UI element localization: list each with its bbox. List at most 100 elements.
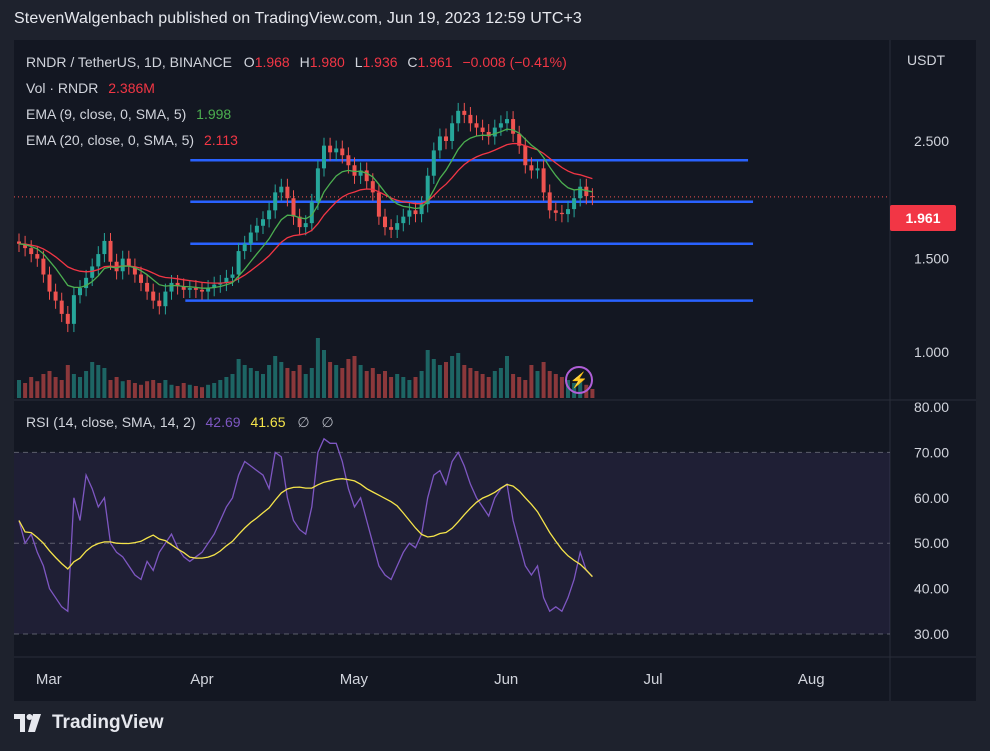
- candle: [230, 274, 235, 278]
- volume-bar: [108, 380, 113, 398]
- volume-bar: [444, 362, 448, 398]
- legend-ema9-value: 1.998: [196, 106, 232, 122]
- candle: [486, 131, 491, 137]
- candle: [279, 186, 284, 193]
- candle: [90, 266, 95, 278]
- candle: [419, 204, 424, 215]
- volume-bar: [559, 377, 564, 398]
- volume-bar: [395, 374, 400, 398]
- candle: [498, 123, 503, 128]
- volume-bar: [84, 371, 89, 398]
- candle: [358, 170, 363, 176]
- candle: [572, 198, 577, 210]
- candle: [578, 186, 583, 199]
- legend-o-label: O: [243, 54, 255, 70]
- volume-bar: [187, 384, 192, 398]
- candle: [65, 313, 70, 324]
- volume-bar: [230, 374, 235, 398]
- ema9-line: [18, 128, 593, 289]
- candle: [108, 240, 113, 262]
- candle: [505, 119, 509, 124]
- legend-ema20-row[interactable]: EMA (20, close, 0, SMA, 5) 2.113: [26, 132, 238, 148]
- legend-c-label: C: [407, 54, 418, 70]
- candle: [559, 212, 564, 215]
- volume-bar: [212, 383, 217, 398]
- volume-bar: [114, 377, 119, 398]
- candle: [102, 240, 107, 255]
- volume-bar: [450, 356, 455, 398]
- candle: [535, 168, 540, 171]
- price-tick-label: 1.000: [914, 344, 949, 360]
- candle: [187, 288, 192, 290]
- chart-frame[interactable]: 2.500 1.500 1.000 80.00 70.00 60.00 50.00 40.00…: [14, 40, 976, 701]
- footer-brand[interactable]: TradingView: [14, 712, 164, 734]
- volume-bar: [71, 374, 76, 398]
- candle: [370, 181, 375, 193]
- legend-rsi-row[interactable]: RSI (14, close, SMA, 14, 2) 42.69 41.65 …: [26, 414, 334, 431]
- volume-bar: [78, 377, 82, 398]
- candle: [517, 133, 522, 146]
- time-tick-label: May: [340, 671, 369, 688]
- volume-bar: [53, 377, 58, 398]
- legend-l-value: 1.936: [362, 54, 398, 70]
- volume-bar: [169, 384, 174, 398]
- candle: [200, 289, 204, 292]
- time-tick-label: Aug: [798, 671, 825, 688]
- candle: [529, 165, 534, 171]
- volume-bar: [279, 362, 284, 398]
- candle: [285, 186, 290, 199]
- volume-bar: [285, 368, 290, 398]
- volume-bar: [193, 386, 198, 398]
- candle: [303, 223, 308, 228]
- volume-bar: [254, 371, 259, 398]
- volume-bar: [139, 384, 143, 398]
- candle: [267, 210, 272, 220]
- volume-bar: [242, 365, 247, 398]
- candle: [254, 225, 259, 233]
- volume-bar: [59, 380, 64, 398]
- candle: [17, 241, 21, 244]
- candle: [462, 110, 467, 115]
- rsi-tick-label: 50.00: [914, 535, 949, 551]
- volume-bar: [322, 350, 326, 398]
- legend-rsi-value: 42.69: [205, 414, 241, 430]
- candle: [297, 216, 302, 228]
- volume-bar: [376, 374, 381, 398]
- candle: [407, 210, 412, 217]
- candle: [126, 258, 131, 267]
- candle: [120, 258, 125, 272]
- candle: [401, 216, 406, 224]
- price-tick-label: 2.500: [914, 133, 949, 149]
- volume-bar: [498, 368, 503, 398]
- volume-bar: [413, 377, 418, 398]
- chart-canvas[interactable]: 2.500 1.500 1.000 80.00 70.00 60.00 50.00 40.00…: [14, 40, 976, 701]
- volume-bar: [346, 359, 351, 398]
- volume-bar: [90, 362, 95, 398]
- candle: [413, 210, 418, 215]
- lightning-icon[interactable]: ⚡: [565, 366, 593, 394]
- volume-bar: [364, 371, 369, 398]
- candle: [444, 136, 448, 141]
- volume-bar: [590, 389, 595, 398]
- candle: [450, 123, 455, 141]
- candle: [468, 114, 473, 124]
- legend-c-value: 1.961: [417, 54, 453, 70]
- legend-o-value: 1.968: [254, 54, 290, 70]
- volume-bar: [431, 359, 436, 398]
- legend-h-label: H: [299, 54, 310, 70]
- legend-rsi-extra-1: ∅: [297, 414, 310, 430]
- volume-bar: [181, 383, 186, 398]
- legend-symbol[interactable]: RNDR / TetherUS, 1D, BINANCE: [26, 54, 232, 70]
- volume-bar: [35, 381, 40, 398]
- volume-bar: [297, 365, 302, 398]
- candle: [584, 186, 589, 197]
- volume-bar: [517, 377, 522, 398]
- volume-bar: [273, 356, 278, 398]
- volume-bar: [480, 374, 485, 398]
- legend-volume-row[interactable]: Vol · RNDR 2.386M: [26, 80, 155, 96]
- candle: [242, 243, 247, 252]
- legend-ema20-value: 2.113: [203, 132, 238, 148]
- legend-ema9-row[interactable]: EMA (9, close, 0, SMA, 5) 1.998: [26, 106, 231, 122]
- rsi-ma-line: [18, 478, 593, 578]
- candle: [236, 251, 241, 275]
